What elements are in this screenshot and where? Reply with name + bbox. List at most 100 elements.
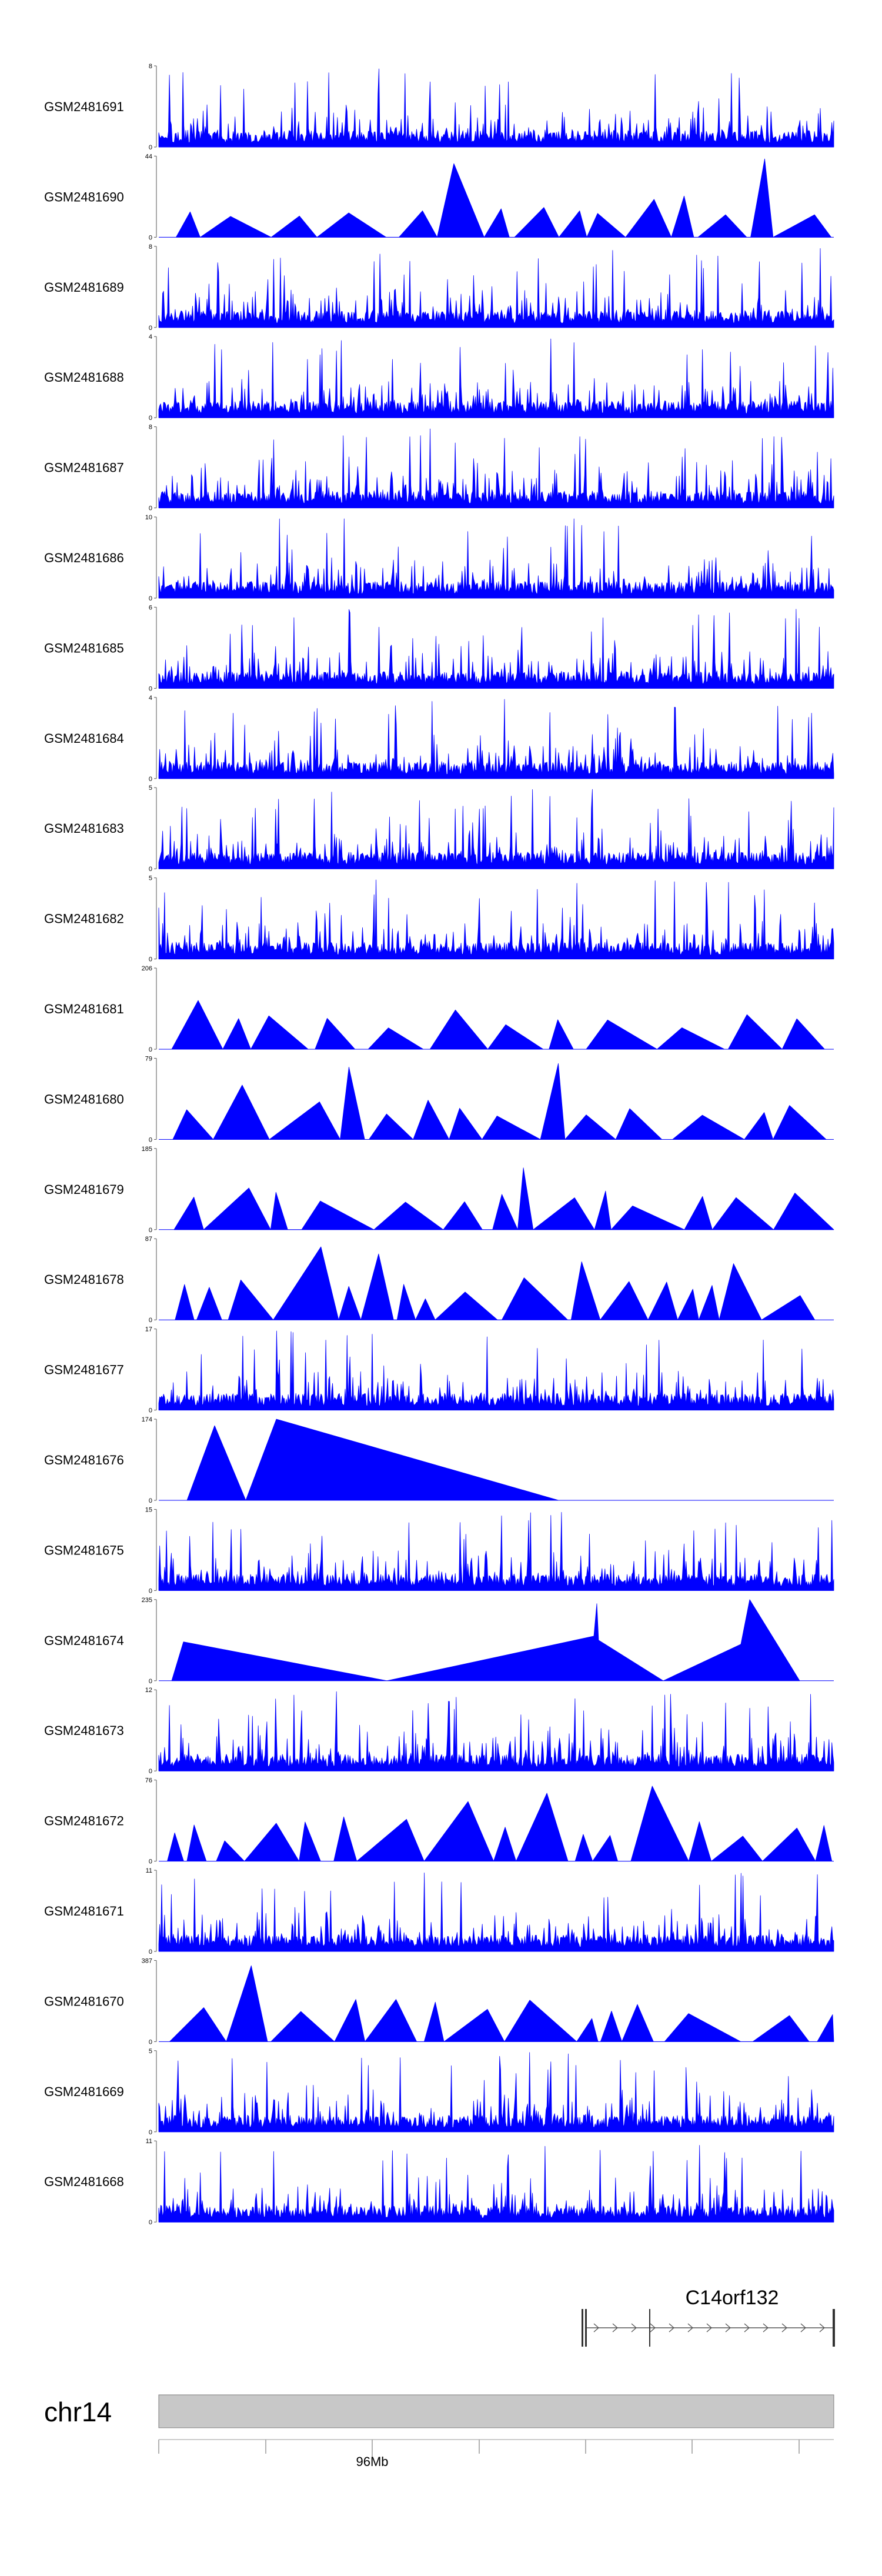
track-label: GSM2481687	[44, 461, 124, 475]
track-GSM2481679: GSM2481679 185 0	[44, 1146, 834, 1234]
track-GSM2481674: GSM2481674 235 0	[44, 1597, 834, 1685]
gene-exon-1	[582, 2309, 583, 2347]
coverage-area	[171, 1599, 800, 1681]
track-label: GSM2481688	[44, 370, 124, 385]
axis-tick-label-96mb: 96Mb	[356, 2454, 388, 2469]
track-GSM2481681: GSM2481681 206 0	[44, 965, 834, 1053]
track-label: GSM2481668	[44, 2174, 124, 2189]
gene-label: C14orf132	[686, 2287, 779, 2309]
track-label: GSM2481678	[44, 1272, 124, 1287]
track-GSM2481669: GSM2481669 5 0	[44, 2048, 834, 2136]
y-max-label: 11	[146, 2138, 152, 2145]
strand-arrow	[744, 2323, 750, 2333]
chromosome-label: chr14	[44, 2397, 112, 2427]
y-max-label: 8	[149, 63, 152, 70]
track-label: GSM2481675	[44, 1543, 124, 1557]
coverage-area	[158, 428, 834, 508]
y-min-label: 0	[149, 1858, 152, 1866]
y-max-label: 44	[145, 153, 152, 160]
track-GSM2481673: GSM2481673 12 0	[44, 1687, 834, 1775]
track-GSM2481682: GSM2481682 5 0	[44, 875, 834, 963]
y-max-label: 206	[142, 965, 152, 972]
track-label: GSM2481682	[44, 912, 124, 926]
coverage-area	[158, 338, 834, 418]
y-max-label: 12	[145, 1687, 152, 1694]
track-label: GSM2481676	[44, 1453, 124, 1467]
track-label: GSM2481673	[44, 1723, 124, 1738]
coverage-area	[158, 248, 834, 328]
coverage-area	[173, 1167, 834, 1230]
y-max-label: 174	[142, 1416, 152, 1423]
y-min-label: 0	[149, 2219, 152, 2226]
coverage-area	[186, 1419, 559, 1501]
y-min-label: 0	[149, 1768, 152, 1775]
strand-arrow	[800, 2323, 806, 2333]
coverage-area	[176, 158, 831, 238]
y-min-label: 0	[149, 1407, 152, 1414]
coverage-area	[158, 2052, 834, 2133]
strand-arrow	[650, 2323, 656, 2333]
coverage-area	[158, 1511, 834, 1591]
y-max-label: 6	[149, 604, 152, 611]
strand-arrow	[725, 2323, 731, 2333]
coverage-area	[172, 1063, 827, 1140]
y-max-label: 5	[149, 785, 152, 792]
track-GSM2481686: GSM2481686 10 0	[44, 514, 834, 602]
gene-exon-3	[649, 2309, 650, 2347]
coverage-area	[167, 1786, 833, 1861]
track-label: GSM2481686	[44, 550, 124, 565]
coverage-area	[175, 1246, 816, 1320]
track-label: GSM2481680	[44, 1092, 124, 1106]
track-label: GSM2481674	[44, 1633, 124, 1648]
track-label: GSM2481684	[44, 731, 124, 746]
strand-arrow	[631, 2323, 637, 2333]
y-min-label: 0	[149, 1678, 152, 1685]
track-label: GSM2481677	[44, 1363, 124, 1377]
strand-arrow	[819, 2323, 825, 2333]
gene-exon-4	[833, 2309, 835, 2347]
y-max-label: 87	[145, 1236, 152, 1243]
strand-arrow	[612, 2323, 618, 2333]
strand-arrow	[593, 2323, 599, 2333]
track-label: GSM2481685	[44, 640, 124, 655]
track-GSM2481678: GSM2481678 87 0	[44, 1236, 834, 1324]
track-GSM2481675: GSM2481675 15 0	[44, 1506, 834, 1594]
y-min-label: 0	[149, 1497, 152, 1504]
track-GSM2481668: GSM2481668 11 0	[44, 2138, 834, 2226]
y-min-label: 0	[149, 1948, 152, 1956]
y-max-label: 8	[149, 243, 152, 251]
strand-arrow	[669, 2323, 674, 2333]
track-GSM2481688: GSM2481688 4 0	[44, 333, 834, 422]
chromosome-ideogram: chr14 96Mb	[44, 2394, 834, 2469]
strand-arrow	[763, 2323, 769, 2333]
track-GSM2481670: GSM2481670 387 0	[44, 1957, 834, 2046]
coverage-area	[158, 518, 834, 599]
y-min-label: 0	[149, 1136, 152, 1143]
y-min-label: 0	[149, 1587, 152, 1594]
genome-axis	[158, 2439, 834, 2458]
strand-arrow	[706, 2323, 712, 2333]
track-GSM2481680: GSM2481680 79 0	[44, 1055, 834, 1143]
coverage-area	[158, 1691, 834, 1771]
track-GSM2481689: GSM2481689 8 0	[44, 243, 834, 332]
coverage-area	[169, 1965, 834, 2042]
track-GSM2481684: GSM2481684 4 0	[44, 695, 834, 783]
chromosome-band	[158, 2394, 834, 2428]
y-min-label: 0	[149, 1227, 152, 1234]
y-max-label: 4	[149, 695, 152, 702]
track-GSM2481690: GSM2481690 44 0	[44, 153, 834, 241]
y-min-label: 0	[149, 325, 152, 332]
gene-exon-2	[585, 2309, 587, 2347]
y-min-label: 0	[149, 505, 152, 512]
track-label: GSM2481683	[44, 821, 124, 836]
y-max-label: 5	[149, 875, 152, 882]
track-GSM2481691: GSM2481691 8 0	[44, 63, 834, 151]
y-min-label: 0	[149, 685, 152, 692]
track-GSM2481683: GSM2481683 5 0	[44, 785, 834, 873]
track-label: GSM2481671	[44, 1904, 124, 1918]
y-max-label: 79	[145, 1055, 152, 1062]
coverage-tracks: GSM248169180GSM2481690440GSM248168980GSM…	[44, 63, 834, 2226]
track-label: GSM2481672	[44, 1814, 124, 1828]
y-max-label: 10	[145, 514, 152, 521]
